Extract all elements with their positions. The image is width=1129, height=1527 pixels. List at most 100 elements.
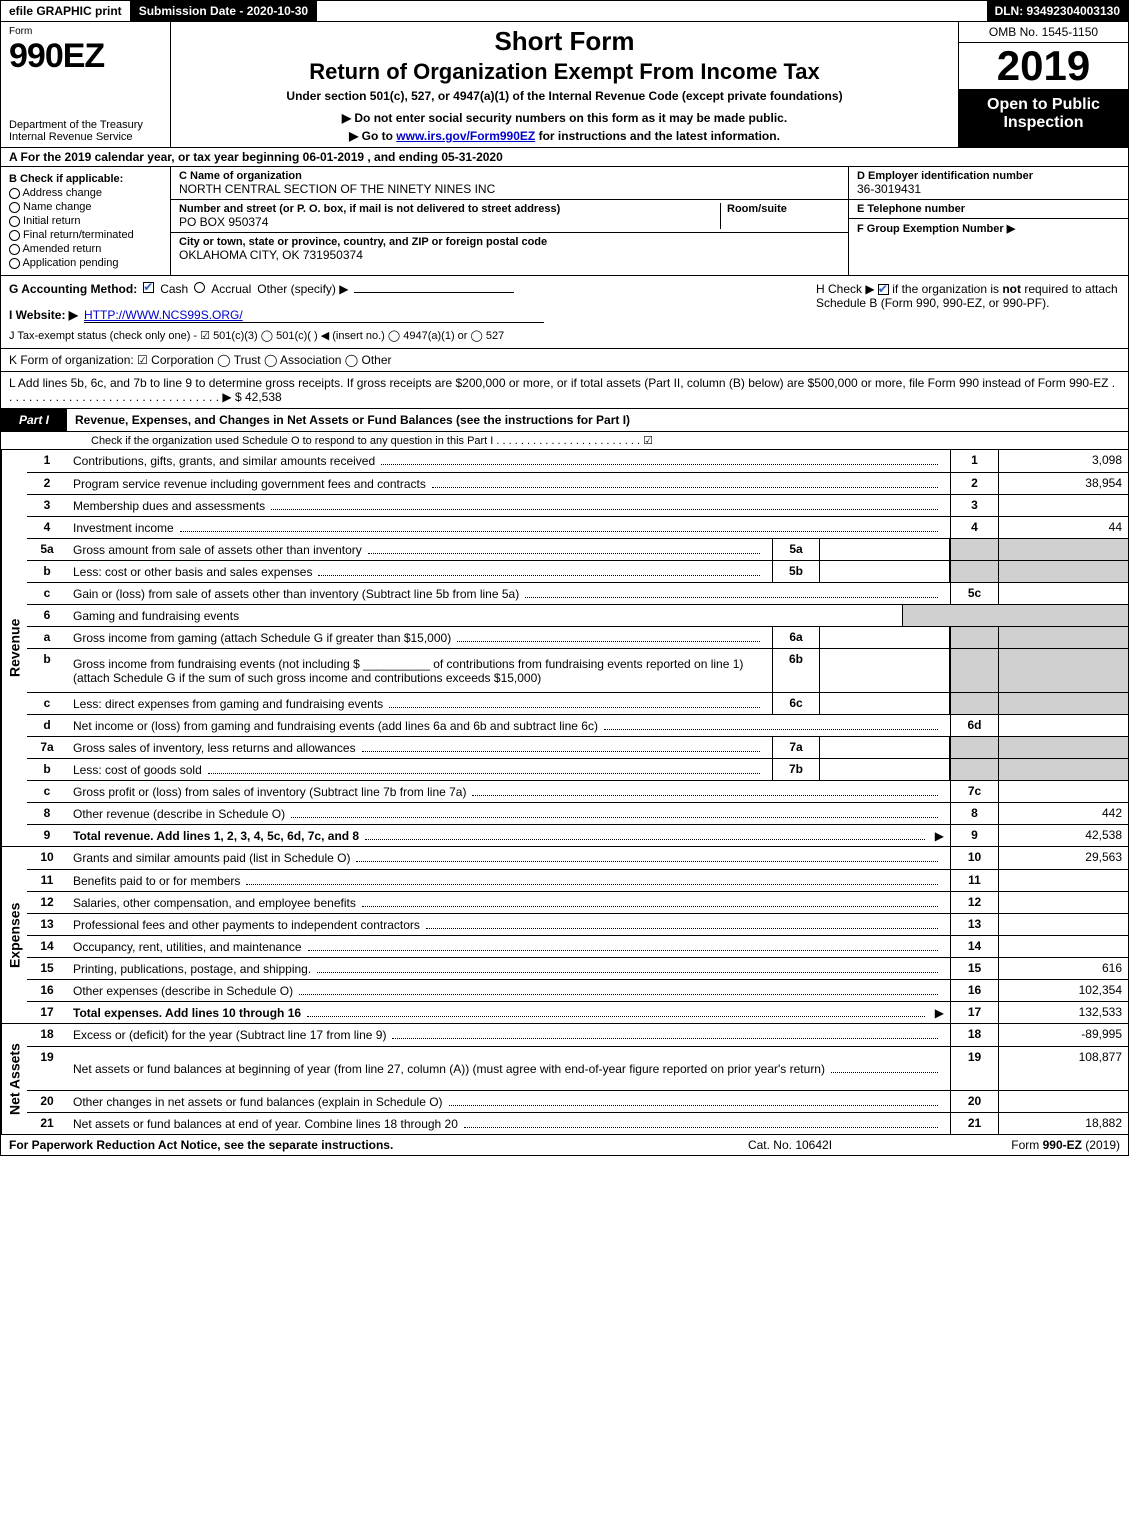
part1-tab: Part I (1, 409, 67, 431)
result-val: 18,882 (998, 1113, 1128, 1134)
form-word: Form (9, 26, 162, 37)
efile-label: efile GRAPHIC print (1, 1, 131, 21)
table-row: 5aGross amount from sale of assets other… (27, 538, 1128, 560)
table-row: 3Membership dues and assessments3 (27, 494, 1128, 516)
table-row: dNet income or (loss) from gaming and fu… (27, 714, 1128, 736)
goto-post: for instructions and the latest informat… (535, 129, 780, 143)
b-radio (9, 230, 20, 241)
row-desc: Gain or (loss) from sale of assets other… (67, 583, 950, 604)
table-row: 14Occupancy, rent, utilities, and mainte… (27, 935, 1128, 957)
grey-col (950, 737, 998, 758)
result-num: 15 (950, 958, 998, 979)
result-val: 42,538 (998, 825, 1128, 846)
result-val: 132,533 (998, 1002, 1128, 1023)
top-bar: efile GRAPHIC print Submission Date - 20… (0, 0, 1129, 22)
table-row: 12Salaries, other compensation, and empl… (27, 891, 1128, 913)
row-num: 19 (27, 1047, 67, 1090)
row-num: b (27, 759, 67, 780)
table-row: 13Professional fees and other payments t… (27, 913, 1128, 935)
title-return: Return of Organization Exempt From Incom… (181, 59, 948, 85)
row-num: 17 (27, 1002, 67, 1023)
sub-col: 6b (772, 649, 820, 692)
result-val: 102,354 (998, 980, 1128, 1001)
row-num: 15 (27, 958, 67, 979)
paperwork-notice: For Paperwork Reduction Act Notice, see … (9, 1138, 680, 1152)
result-val: 108,877 (998, 1047, 1128, 1090)
result-num: 11 (950, 870, 998, 891)
row-num: 9 (27, 825, 67, 846)
row-num: 3 (27, 495, 67, 516)
table-row: cLess: direct expenses from gaming and f… (27, 692, 1128, 714)
result-num: 21 (950, 1113, 998, 1134)
l-text: L Add lines 5b, 6c, and 7b to line 9 to … (9, 376, 1115, 404)
row-num: 6 (27, 605, 67, 626)
form-number: 990EZ (9, 37, 162, 76)
b-option: Amended return (9, 243, 162, 255)
grey-col (950, 693, 998, 714)
g-cash: Cash (160, 282, 188, 296)
b-option: Initial return (9, 215, 162, 227)
sub-col: 7b (772, 759, 820, 780)
website-link[interactable]: HTTP://WWW.NCS99S.ORG/ (84, 308, 544, 323)
part1-sub: Check if the organization used Schedule … (0, 432, 1129, 450)
goto-link[interactable]: www.irs.gov/Form990EZ (396, 129, 535, 143)
result-val (998, 870, 1128, 891)
table-row: 8Other revenue (describe in Schedule O)8… (27, 802, 1128, 824)
result-val: 38,954 (998, 473, 1128, 494)
result-num: 7c (950, 781, 998, 802)
result-num: 20 (950, 1091, 998, 1112)
h-pre: H Check ▶ (816, 282, 878, 296)
row-desc: Net income or (loss) from gaming and fun… (67, 715, 950, 736)
row-num: 18 (27, 1024, 67, 1046)
row-num: d (27, 715, 67, 736)
result-num: 12 (950, 892, 998, 913)
result-val: -89,995 (998, 1024, 1128, 1046)
g-accrual-radio (194, 282, 205, 293)
table-row: 10Grants and similar amounts paid (list … (27, 847, 1128, 869)
row-desc: Other expenses (describe in Schedule O) (67, 980, 950, 1001)
c-name-label: C Name of organization (179, 170, 840, 182)
ein: 36-3019431 (857, 182, 1120, 196)
row-desc: Gross sales of inventory, less returns a… (67, 737, 772, 758)
sub-val (820, 561, 950, 582)
room-suite-label: Room/suite (720, 203, 840, 229)
table-row: cGain or (loss) from sale of assets othe… (27, 582, 1128, 604)
table-row: 18Excess or (deficit) for the year (Subt… (27, 1024, 1128, 1046)
form-ref-b: 990-EZ (1043, 1138, 1082, 1152)
table-row: 15Printing, publications, postage, and s… (27, 957, 1128, 979)
row-num: 4 (27, 517, 67, 538)
row-desc: Total revenue. Add lines 1, 2, 3, 4, 5c,… (67, 825, 950, 846)
org-city: OKLAHOMA CITY, OK 731950374 (179, 248, 840, 262)
grey-col (950, 539, 998, 560)
k-line: K Form of organization: ☑ Corporation ◯ … (0, 349, 1129, 372)
result-num: 18 (950, 1024, 998, 1046)
l-line: L Add lines 5b, 6c, and 7b to line 9 to … (0, 372, 1129, 409)
row-desc: Gross profit or (loss) from sales of inv… (67, 781, 950, 802)
form-ref-c: (2019) (1082, 1138, 1120, 1152)
table-row: 11Benefits paid to or for members11 (27, 869, 1128, 891)
result-val: 29,563 (998, 847, 1128, 869)
result-num: 14 (950, 936, 998, 957)
row-num: 13 (27, 914, 67, 935)
row-num: 12 (27, 892, 67, 913)
netassets-table: Net Assets 18Excess or (deficit) for the… (0, 1024, 1129, 1135)
info-grid: B Check if applicable: Address change Na… (0, 167, 1129, 276)
expenses-table: Expenses 10Grants and similar amounts pa… (0, 847, 1129, 1024)
result-num: 6d (950, 715, 998, 736)
result-val (998, 583, 1128, 604)
b-option: Application pending (9, 257, 162, 269)
grey-val (998, 561, 1128, 582)
table-row: 2Program service revenue including gover… (27, 472, 1128, 494)
g-other: Other (specify) ▶ (257, 282, 348, 296)
row-num: a (27, 627, 67, 648)
table-row: 19Net assets or fund balances at beginni… (27, 1046, 1128, 1090)
result-val: 442 (998, 803, 1128, 824)
irs-label: Internal Revenue Service (9, 131, 162, 143)
omb-number: OMB No. 1545-1150 (959, 22, 1128, 43)
row-desc: Excess or (deficit) for the year (Subtra… (67, 1024, 950, 1046)
grey-col (950, 759, 998, 780)
result-val: 616 (998, 958, 1128, 979)
row-desc: Gross income from fundraising events (no… (67, 649, 772, 692)
g-h-i-j: G Accounting Method: Cash Accrual Other … (0, 276, 1129, 349)
row-num: 5a (27, 539, 67, 560)
